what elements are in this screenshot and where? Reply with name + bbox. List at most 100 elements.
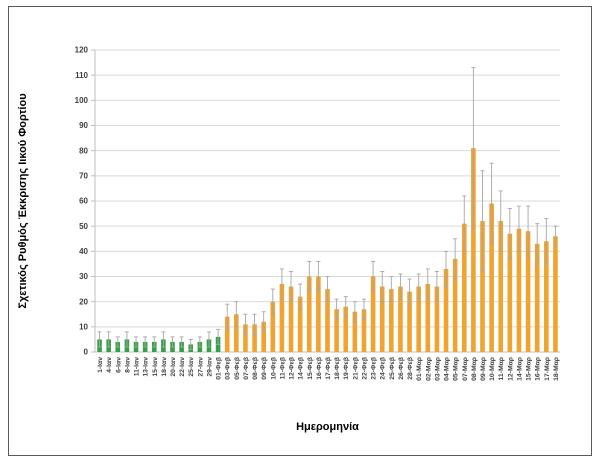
x-tick-label: 12-Μαρ	[507, 357, 514, 381]
x-tick-label: 14-Φεβ	[298, 357, 305, 380]
x-tick-label: 10-Φεβ	[270, 357, 277, 380]
bar	[334, 309, 339, 352]
bar	[297, 296, 303, 352]
bar	[416, 286, 421, 352]
bar	[398, 286, 403, 352]
x-tick-label: 12-Φεβ	[289, 357, 296, 380]
bar	[489, 203, 494, 352]
bar	[471, 148, 476, 352]
bar	[480, 221, 485, 352]
x-tick-label: 10-Μαρ	[489, 357, 496, 381]
y-tick-label: 50	[79, 222, 88, 231]
x-tick-label: 04-Μαρ	[444, 357, 451, 381]
x-tick-label: 08-Μαρ	[471, 357, 478, 381]
bar	[498, 221, 504, 352]
x-axis-title: Ημερομηνία	[296, 421, 359, 433]
x-tick-label: 20-Ιαν	[170, 357, 177, 377]
x-tick-label: 25-Ιαν	[188, 357, 195, 377]
bar	[553, 236, 558, 352]
y-tick-label: 100	[75, 96, 89, 105]
x-tick-label: 03-Φεβ	[225, 357, 232, 380]
bar	[379, 286, 385, 352]
x-tick-label: 26-Φεβ	[398, 357, 405, 380]
x-tick-label: 07-Μαρ	[462, 357, 469, 381]
y-tick-label: 40	[79, 247, 88, 256]
bar	[507, 233, 513, 352]
x-tick-label: 17-Μαρ	[544, 357, 551, 381]
x-tick-label: 1-Ιαν	[97, 357, 104, 373]
bar	[343, 306, 349, 352]
bar	[316, 276, 321, 352]
x-tick-label: 18-Μαρ	[553, 357, 560, 381]
bar	[461, 223, 467, 352]
bar	[234, 314, 239, 352]
bar	[452, 258, 458, 352]
y-tick-label: 30	[79, 272, 88, 281]
bar	[279, 284, 285, 352]
x-tick-label: 09-Μαρ	[480, 357, 487, 381]
x-tick-label: 6-Ιαν	[115, 357, 122, 373]
y-tick-label: 20	[79, 297, 88, 306]
y-axis-title: Σχετικός Ρυθμός Έκκρισης Ιικού Φορτίου	[17, 93, 29, 309]
x-tick-label: 02-Μαρ	[425, 357, 432, 381]
bar	[516, 228, 522, 352]
x-tick-label: 16-Μαρ	[535, 357, 542, 381]
x-tick-label: 15-Μαρ	[526, 357, 533, 381]
x-tick-label: 18-Ιαν	[161, 357, 168, 377]
bar	[361, 309, 367, 352]
x-tick-label: 01-Φεβ	[216, 357, 223, 380]
bar	[425, 284, 431, 352]
x-tick-label: 05-Φεβ	[234, 357, 241, 380]
x-tick-label: 07-Φεβ	[243, 357, 250, 380]
y-tick-label: 70	[79, 171, 88, 180]
bar	[443, 268, 449, 352]
chart-border	[8, 6, 592, 456]
x-tick-label: 24-Φεβ	[380, 357, 387, 380]
x-tick-label: 15-Ιαν	[152, 357, 159, 377]
x-tick-label: 22-Φεβ	[361, 357, 368, 380]
bar	[370, 276, 376, 352]
bar	[544, 241, 549, 352]
bar	[534, 243, 540, 352]
y-tick-label: 120	[75, 46, 89, 55]
bar	[352, 311, 358, 352]
bar	[224, 316, 230, 352]
x-tick-label: 18-Φεβ	[334, 357, 341, 380]
x-tick-label: 21-Φεβ	[352, 357, 359, 380]
x-tick-label: 08-Φεβ	[252, 357, 259, 380]
x-tick-label: 01-Μαρ	[416, 357, 423, 381]
bar	[252, 324, 257, 352]
x-tick-label: 23-Φεβ	[371, 357, 378, 380]
bar	[325, 289, 330, 352]
bar	[434, 286, 440, 352]
x-tick-label: 11-Φεβ	[279, 357, 286, 379]
x-tick-label: 11-Μαρ	[498, 357, 505, 381]
x-tick-label: 17-Φεβ	[325, 357, 332, 380]
bar	[288, 286, 294, 352]
x-tick-label: 29-Ιαν	[206, 357, 213, 377]
y-tick-label: 110	[75, 71, 88, 80]
x-tick-label: 4-Ιαν	[106, 357, 113, 373]
x-tick-label: 05-Μαρ	[453, 357, 460, 381]
y-tick-label: 10	[79, 322, 88, 331]
bar	[525, 231, 531, 352]
x-tick-label: 19-Φεβ	[343, 357, 350, 380]
bar	[407, 291, 412, 352]
bar	[306, 276, 312, 352]
y-tick-label: 60	[79, 197, 88, 206]
x-tick-label: 03-Μαρ	[434, 357, 441, 381]
x-tick-label: 22-Ιαν	[179, 357, 186, 377]
x-tick-label: 09-Φεβ	[261, 357, 268, 380]
x-tick-label: 13-Ιαν	[143, 357, 150, 377]
bar	[261, 321, 266, 352]
y-tick-label: 90	[79, 121, 88, 130]
x-tick-label: 11-Ιαν	[134, 357, 141, 377]
y-tick-label: 80	[79, 146, 88, 155]
bar	[389, 289, 394, 352]
x-tick-label: 14-Μαρ	[516, 357, 523, 381]
x-tick-label: 27-Ιαν	[197, 357, 204, 377]
bar	[270, 301, 276, 352]
y-tick-label: 0	[84, 348, 89, 357]
